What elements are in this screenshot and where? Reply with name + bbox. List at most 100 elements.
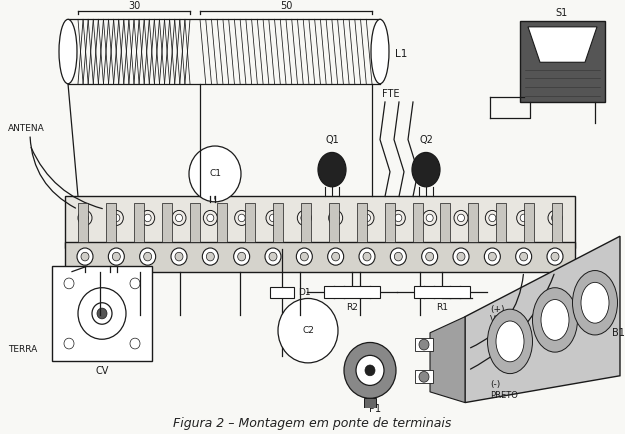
Circle shape <box>130 338 140 349</box>
Text: P1: P1 <box>369 404 381 414</box>
Circle shape <box>356 355 384 385</box>
Bar <box>324 286 380 299</box>
Circle shape <box>64 338 74 349</box>
Circle shape <box>269 252 277 261</box>
Text: Figura 2 – Montagem em ponte de terminais: Figura 2 – Montagem em ponte de terminai… <box>173 417 452 430</box>
Circle shape <box>238 214 245 222</box>
Circle shape <box>81 214 89 222</box>
Polygon shape <box>465 236 620 403</box>
Circle shape <box>301 252 308 261</box>
Circle shape <box>419 339 429 350</box>
Bar <box>245 203 255 242</box>
Text: S1: S1 <box>556 8 568 18</box>
Bar <box>552 203 562 242</box>
Circle shape <box>78 288 126 339</box>
Text: (-): (-) <box>490 380 500 389</box>
Circle shape <box>332 252 339 261</box>
Circle shape <box>112 252 121 261</box>
Circle shape <box>64 278 74 289</box>
Circle shape <box>206 252 214 261</box>
Circle shape <box>301 214 308 222</box>
Circle shape <box>551 214 559 222</box>
Circle shape <box>113 214 120 222</box>
Circle shape <box>454 210 468 225</box>
Text: FTE: FTE <box>382 89 399 99</box>
Circle shape <box>363 252 371 261</box>
Ellipse shape <box>541 299 569 340</box>
Circle shape <box>109 210 123 225</box>
Circle shape <box>517 210 531 225</box>
Circle shape <box>391 248 406 265</box>
Polygon shape <box>528 27 597 62</box>
Bar <box>162 203 172 242</box>
Bar <box>329 203 339 242</box>
Circle shape <box>516 248 532 265</box>
Bar <box>52 266 152 361</box>
Circle shape <box>78 210 92 225</box>
Bar <box>441 203 451 242</box>
Circle shape <box>520 214 527 222</box>
Circle shape <box>365 365 375 376</box>
Ellipse shape <box>572 270 618 335</box>
Circle shape <box>364 214 371 222</box>
Circle shape <box>344 342 396 398</box>
Bar <box>415 370 433 383</box>
Circle shape <box>551 252 559 261</box>
Bar <box>357 203 367 242</box>
Circle shape <box>298 210 311 225</box>
Bar <box>217 203 227 242</box>
Circle shape <box>97 308 107 319</box>
Circle shape <box>266 210 280 225</box>
Ellipse shape <box>412 152 440 187</box>
Circle shape <box>144 214 151 222</box>
Circle shape <box>171 248 187 265</box>
Bar <box>520 21 605 102</box>
Circle shape <box>519 252 528 261</box>
Text: TERRA: TERRA <box>8 345 38 355</box>
Text: R2: R2 <box>346 302 358 312</box>
Circle shape <box>422 210 437 225</box>
Text: 30: 30 <box>128 1 140 11</box>
Ellipse shape <box>59 20 77 84</box>
Circle shape <box>457 252 465 261</box>
Circle shape <box>81 252 89 261</box>
Circle shape <box>189 146 241 202</box>
Ellipse shape <box>496 321 524 362</box>
Circle shape <box>488 252 496 261</box>
Circle shape <box>203 210 217 225</box>
Bar <box>468 203 478 242</box>
Circle shape <box>296 248 312 265</box>
Text: C1: C1 <box>209 169 221 178</box>
Bar <box>364 398 376 418</box>
Bar <box>189 203 199 242</box>
Circle shape <box>547 248 563 265</box>
Circle shape <box>360 210 374 225</box>
Circle shape <box>484 248 501 265</box>
Text: CV: CV <box>95 366 109 376</box>
Text: Q1: Q1 <box>325 135 339 145</box>
Circle shape <box>426 252 434 261</box>
Circle shape <box>269 214 276 222</box>
Text: VERM.: VERM. <box>490 316 517 325</box>
Bar <box>414 286 470 299</box>
Circle shape <box>238 252 246 261</box>
Circle shape <box>139 248 156 265</box>
Circle shape <box>329 210 342 225</box>
Circle shape <box>422 248 437 265</box>
Circle shape <box>394 252 402 261</box>
Circle shape <box>207 214 214 222</box>
Bar <box>412 203 422 242</box>
Circle shape <box>426 214 433 222</box>
Bar <box>415 338 433 351</box>
Circle shape <box>359 248 375 265</box>
Ellipse shape <box>488 309 532 374</box>
Bar <box>385 203 395 242</box>
Circle shape <box>234 210 249 225</box>
Bar <box>496 203 506 242</box>
Bar <box>524 203 534 242</box>
Bar <box>134 203 144 242</box>
Circle shape <box>391 210 406 225</box>
Circle shape <box>108 248 124 265</box>
Circle shape <box>489 214 496 222</box>
Circle shape <box>278 299 338 363</box>
